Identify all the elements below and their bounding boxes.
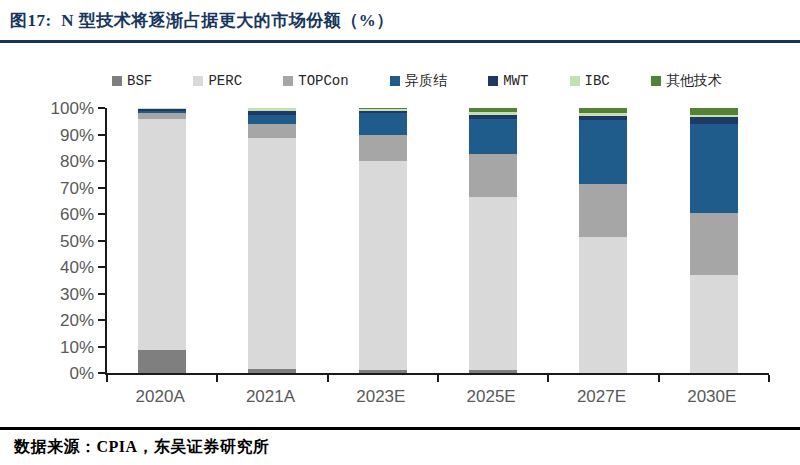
bar-segment-TOPCon	[579, 184, 627, 237]
bars	[107, 108, 769, 373]
y-tick-mark	[98, 319, 105, 321]
legend-label: 异质结	[405, 72, 447, 90]
x-tick-mark	[768, 375, 770, 382]
x-tick-mark	[658, 375, 660, 382]
report-figure: 图17: N 型技术将逐渐占据更大的市场份额（%） BSF PERC TOPCon 异…	[0, 0, 800, 465]
y-tick-mark	[98, 187, 105, 189]
y-tick-mark	[98, 134, 105, 136]
x-tick-mark	[437, 375, 439, 382]
y-tick-mark	[98, 266, 105, 268]
bar-segment-异质结	[579, 120, 627, 184]
y-tick-label: 70%	[60, 179, 94, 196]
legend-label: BSF	[127, 73, 152, 89]
x-tick-label-2025E: 2025E	[451, 387, 531, 407]
bar-2027E	[579, 108, 627, 373]
bar-2025E	[469, 108, 517, 373]
bar-segment-异质结	[248, 115, 296, 124]
legend-swatch-icon	[390, 76, 400, 86]
bar-segment-异质结	[359, 113, 407, 134]
y-tick-label: 100%	[51, 100, 94, 117]
y-tick-label: 60%	[60, 206, 94, 223]
legend-item-异质结: 异质结	[390, 72, 447, 90]
bar-segment-PERC	[579, 237, 627, 373]
y-tick-mark	[98, 160, 105, 162]
x-axis-labels: 2020A 2021A 2023E 2025E 2027E 2030E	[105, 387, 767, 407]
legend-label: MWT	[503, 73, 528, 89]
y-tick-label: 50%	[60, 232, 94, 249]
y-tick-label: 0%	[69, 365, 94, 382]
legend-item-IBC: IBC	[570, 73, 610, 89]
figure-title: 图17: N 型技术将逐渐占据更大的市场份额（%）	[10, 9, 394, 32]
legend-item-TOPCon: TOPCon	[283, 73, 348, 89]
legend-swatch-icon	[283, 76, 293, 86]
y-tick-label: 90%	[60, 126, 94, 143]
y-tick-mark	[98, 372, 105, 374]
data-source: 数据来源：CPIA，东吴证券研究所	[14, 437, 270, 458]
legend-label: 其他技术	[666, 72, 722, 90]
bar-segment-PERC	[469, 197, 517, 371]
bar-segment-异质结	[469, 119, 517, 155]
y-tick-mark	[98, 107, 105, 109]
legend-item-MWT: MWT	[488, 73, 528, 89]
x-tick-mark	[216, 375, 218, 382]
bar-2023E	[359, 108, 407, 373]
y-tick-mark	[98, 346, 105, 348]
legend-item-BSF: BSF	[112, 73, 152, 89]
bar-segment-TOPCon	[248, 124, 296, 139]
x-tick-mark	[106, 375, 108, 382]
y-tick-label: 80%	[60, 153, 94, 170]
x-tick-label-2023E: 2023E	[341, 387, 421, 407]
plot-area: 0%10%20%30%40%50%60%70%80%90%100%	[105, 108, 769, 375]
y-tick-label: 40%	[60, 259, 94, 276]
legend-item-其他技术: 其他技术	[651, 72, 722, 90]
bar-segment-PERC	[138, 119, 186, 351]
y-tick-mark	[98, 293, 105, 295]
legend-label: PERC	[208, 73, 242, 89]
bar-segment-BSF	[248, 369, 296, 373]
x-tick-mark	[547, 375, 549, 382]
bar-segment-其他技术	[690, 108, 738, 115]
title-divider	[0, 40, 800, 43]
y-tick-label: 20%	[60, 312, 94, 329]
bar-segment-PERC	[690, 275, 738, 373]
bar-segment-PERC	[248, 138, 296, 369]
bar-segment-TOPCon	[359, 135, 407, 162]
y-tick-mark	[98, 213, 105, 215]
bar-segment-异质结	[690, 124, 738, 213]
bar-segment-MWT	[690, 117, 738, 124]
legend-swatch-icon	[570, 76, 580, 86]
x-tick-label-2020A: 2020A	[120, 387, 200, 407]
legend-item-PERC: PERC	[193, 73, 242, 89]
legend-swatch-icon	[112, 76, 122, 86]
y-tick-label: 30%	[60, 285, 94, 302]
legend-swatch-icon	[193, 76, 203, 86]
bar-segment-BSF	[469, 370, 517, 373]
legend-swatch-icon	[488, 76, 498, 86]
legend-label: IBC	[585, 73, 610, 89]
bar-2020A	[138, 108, 186, 373]
chart-legend: BSF PERC TOPCon 异质结 MWT IBC 其他技术	[112, 72, 722, 90]
bar-segment-BSF	[138, 350, 186, 373]
bar-segment-BSF	[359, 370, 407, 373]
y-tick-mark	[98, 240, 105, 242]
x-tick-label-2021A: 2021A	[230, 387, 310, 407]
y-tick-label: 10%	[60, 338, 94, 355]
bar-segment-TOPCon	[690, 213, 738, 275]
x-tick-label-2027E: 2027E	[561, 387, 641, 407]
legend-label: TOPCon	[298, 73, 348, 89]
bar-2021A	[248, 108, 296, 373]
footer-divider	[0, 427, 800, 430]
x-tick-mark	[327, 375, 329, 382]
legend-swatch-icon	[651, 76, 661, 86]
x-tick-label-2030E: 2030E	[672, 387, 752, 407]
bar-2030E	[690, 108, 738, 373]
bar-segment-TOPCon	[469, 154, 517, 196]
bar-segment-PERC	[359, 161, 407, 370]
